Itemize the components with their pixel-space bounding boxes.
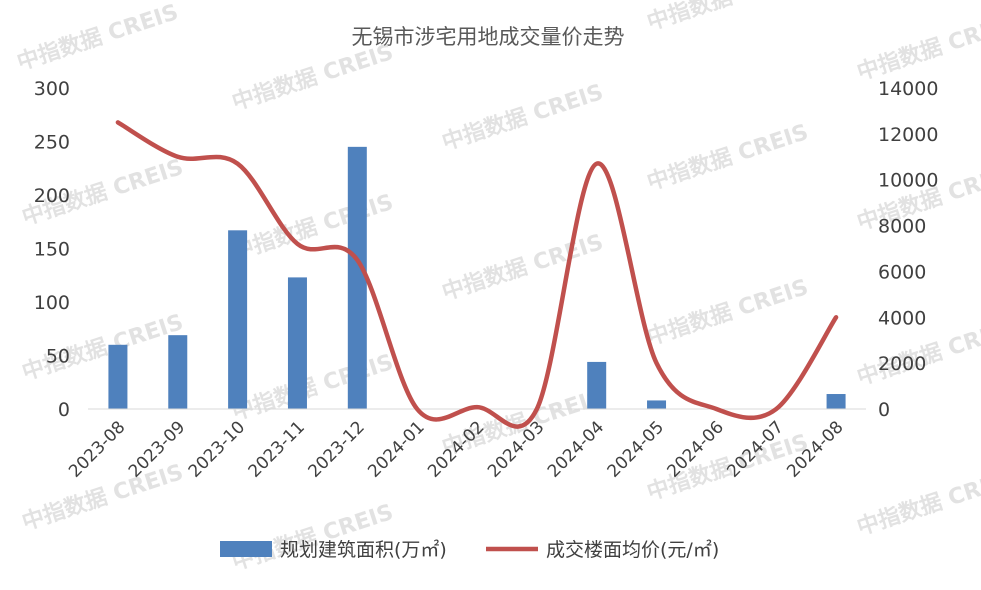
watermark-text: 中指数据 CREIS <box>644 0 812 36</box>
right-axis: 0 2000 4000 6000 8000 10000 12000 14000 <box>878 78 938 421</box>
watermark-text: 中指数据 CREIS <box>644 119 812 196</box>
bar <box>288 277 307 409</box>
right-tick-label: 0 <box>878 399 890 421</box>
chart-title: 无锡市涉宅用地成交量价走势 <box>352 25 625 49</box>
watermark-layer: 中指数据 CREIS 中指数据 CREIS 中指数据 CREIS 中指数据 CREIS… <box>14 0 981 576</box>
x-tick-label: 2024-01 <box>364 417 428 481</box>
right-tick-label: 14000 <box>878 78 938 100</box>
right-tick-label: 6000 <box>878 261 926 283</box>
watermark-text: 中指数据 CREIS <box>229 189 397 266</box>
right-tick-label: 12000 <box>878 124 938 146</box>
watermark-text: 中指数据 CREIS <box>854 9 981 86</box>
left-tick-label: 0 <box>58 399 70 421</box>
x-tick-label: 2023-10 <box>185 417 249 481</box>
bar <box>827 394 846 409</box>
x-tick-label: 2024-05 <box>604 417 668 481</box>
watermark-text: 中指数据 CREIS <box>439 229 607 306</box>
watermark-text: 中指数据 CREIS <box>229 349 397 426</box>
watermark-text: 中指数据 CREIS <box>19 459 187 536</box>
x-tick-label: 2023-08 <box>65 417 129 481</box>
bar <box>587 362 606 409</box>
bar <box>168 335 187 409</box>
watermark-text: 中指数据 CREIS <box>854 464 981 541</box>
left-tick-label: 300 <box>34 78 70 100</box>
legend-bar-label: 规划建筑面积(万㎡) <box>280 538 447 561</box>
left-tick-label: 150 <box>34 239 70 261</box>
watermark-text: 中指数据 CREIS <box>229 499 397 576</box>
bar <box>108 345 127 409</box>
watermark-text: 中指数据 CREIS <box>19 309 187 386</box>
right-tick-label: 8000 <box>878 216 926 238</box>
watermark-text: 中指数据 CREIS <box>229 39 397 116</box>
legend-line-label: 成交楼面均价(元/㎡) <box>546 538 719 561</box>
right-tick-label: 10000 <box>878 170 938 192</box>
watermark-text: 中指数据 CREIS <box>439 79 607 156</box>
left-tick-label: 200 <box>34 185 70 207</box>
watermark-text: 中指数据 CREIS <box>14 0 182 76</box>
right-tick-label: 4000 <box>878 307 926 329</box>
bar <box>348 147 367 409</box>
x-tick-label: 2023-12 <box>304 417 368 481</box>
x-tick-label: 2024-04 <box>544 417 608 481</box>
legend: 规划建筑面积(万㎡) 成交楼面均价(元/㎡) <box>220 538 719 561</box>
left-tick-label: 100 <box>34 292 70 314</box>
bar <box>228 230 247 409</box>
left-tick-label: 250 <box>34 132 70 154</box>
bar <box>647 400 666 409</box>
left-tick-label: 50 <box>46 346 70 368</box>
watermark-text: 中指数据 CREIS <box>644 274 812 351</box>
legend-bar-swatch <box>220 541 272 557</box>
right-tick-label: 2000 <box>878 353 926 375</box>
x-tick-label: 2023-11 <box>245 417 309 481</box>
